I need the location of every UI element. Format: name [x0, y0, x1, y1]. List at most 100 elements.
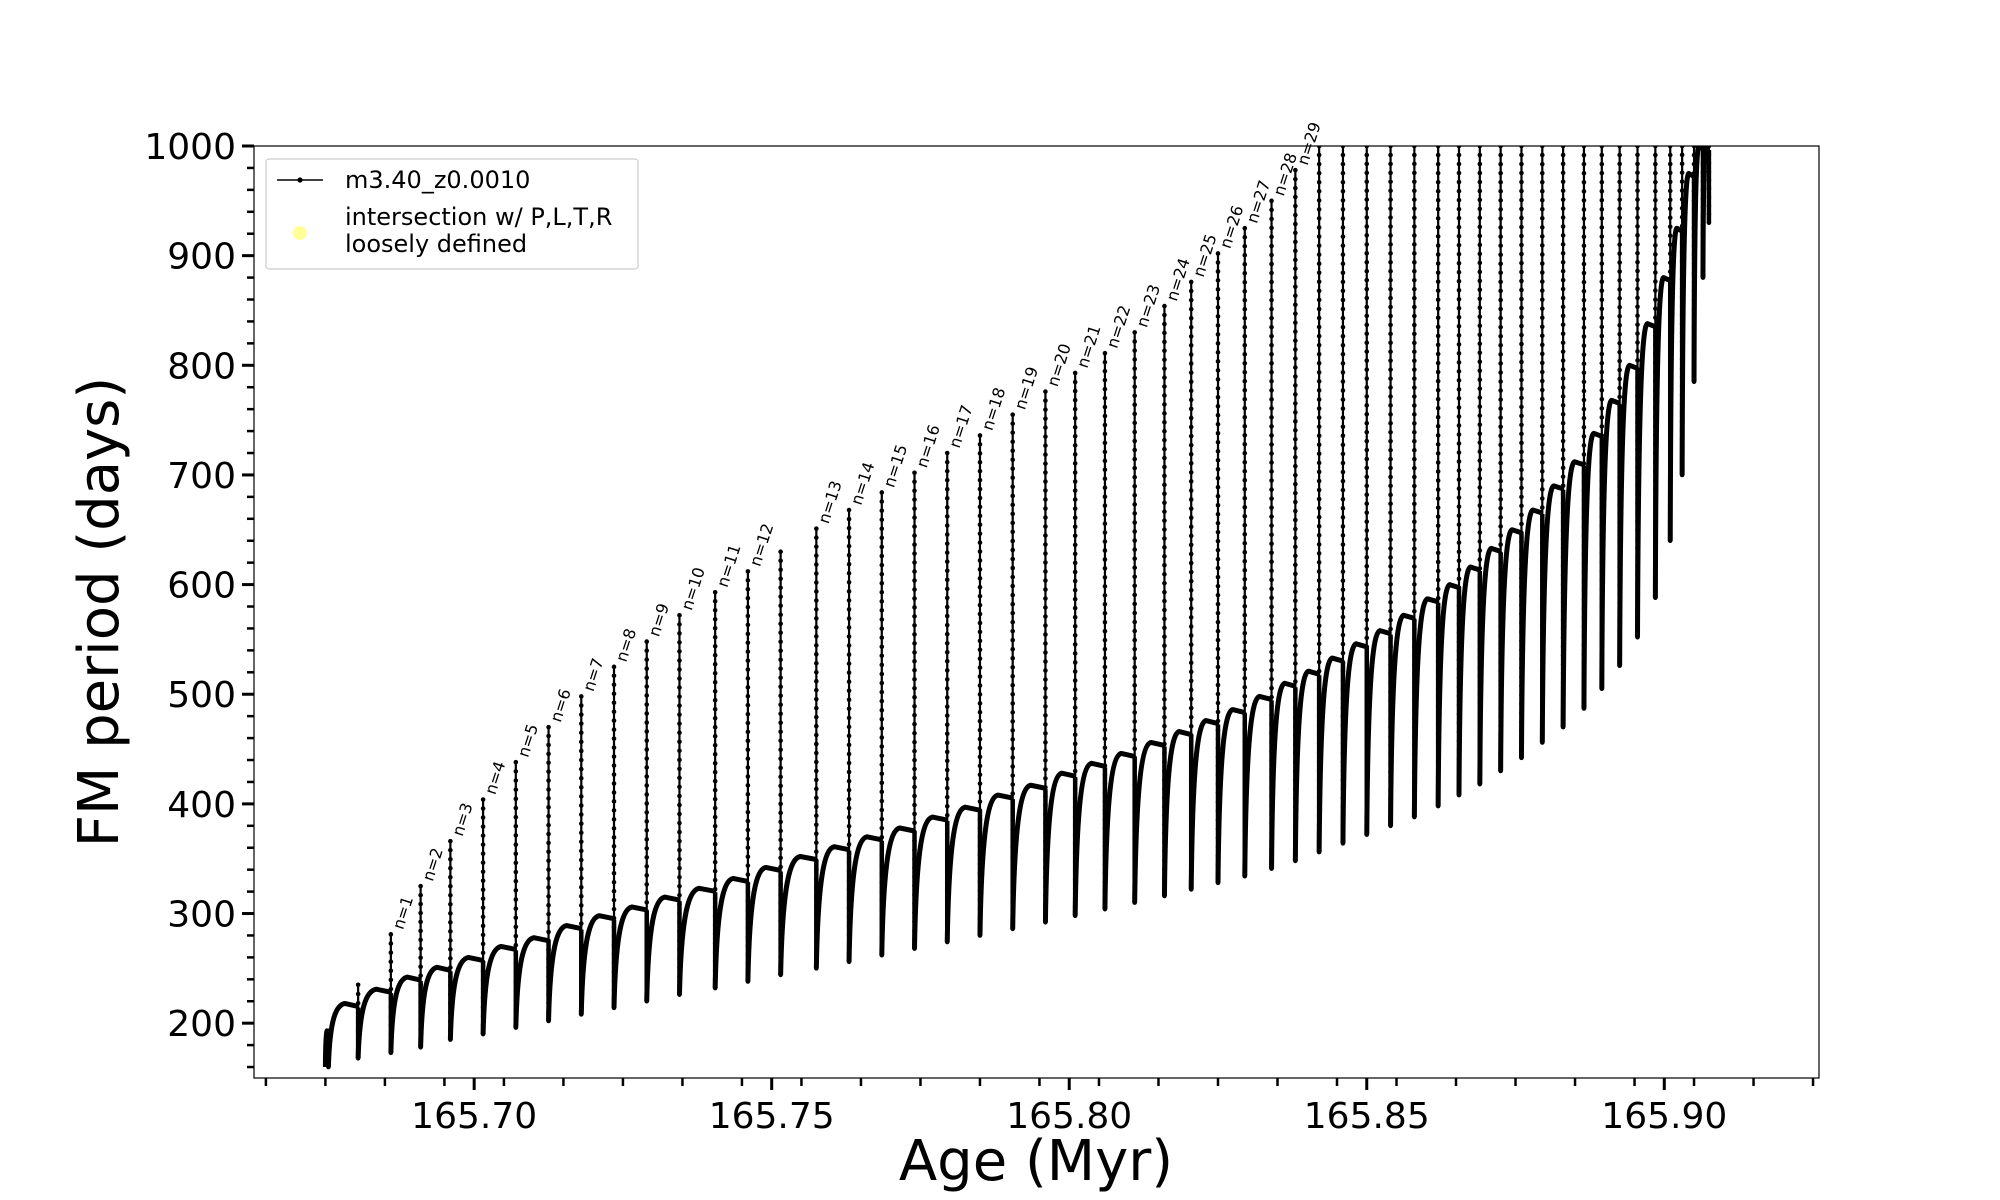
data-point [1388, 367, 1393, 372]
data-point [1364, 626, 1370, 632]
data-point [644, 855, 650, 860]
loop-curve [1292, 668, 1320, 861]
data-point [644, 729, 650, 734]
data-point [1188, 415, 1194, 421]
data-point [1498, 415, 1503, 421]
data-point [1581, 146, 1587, 149]
data-point [1519, 161, 1524, 167]
data-point [1617, 376, 1622, 382]
data-point [644, 846, 650, 851]
data-point [977, 736, 983, 742]
data-point [1340, 261, 1346, 267]
data-point [1043, 551, 1048, 556]
data-point [644, 639, 650, 644]
data-point [1215, 538, 1221, 544]
loop-curve [1691, 146, 1705, 382]
data-point [611, 691, 617, 697]
data-point [1242, 306, 1248, 312]
data-point [1215, 637, 1221, 643]
data-point [1519, 170, 1524, 176]
data-point [1599, 433, 1605, 438]
data-point [712, 778, 718, 784]
data-point [480, 887, 486, 893]
loop-curve [813, 844, 850, 969]
data-point [677, 829, 682, 835]
data-point [1340, 496, 1346, 502]
data-point [1340, 587, 1346, 593]
data-point [778, 864, 783, 870]
data-point [846, 778, 852, 784]
data-point [1242, 468, 1248, 474]
data-point [1188, 424, 1194, 430]
data-point [1340, 161, 1346, 167]
data-point [1242, 360, 1248, 366]
data-point [644, 810, 650, 815]
data-point [745, 827, 751, 833]
data-point [1653, 188, 1658, 194]
data-point [1010, 692, 1015, 697]
data-point [1667, 206, 1673, 212]
data-point [1010, 673, 1015, 679]
loop-curve [1435, 582, 1460, 807]
data-point [712, 850, 718, 856]
data-point [611, 682, 617, 688]
data-point [1242, 585, 1248, 591]
data-point [1539, 541, 1545, 546]
data-point [1412, 179, 1417, 185]
data-point [1043, 506, 1048, 511]
data-point [1188, 751, 1194, 756]
data-point [1581, 452, 1587, 457]
data-point [1132, 502, 1137, 507]
data-point [778, 702, 783, 708]
data-point [1635, 188, 1640, 193]
loop-curve [879, 825, 916, 956]
data-point [1043, 470, 1048, 475]
data-point [1456, 351, 1462, 356]
data-point [1435, 469, 1441, 474]
data-point [1456, 170, 1462, 176]
data-point [879, 816, 885, 822]
data-point [846, 570, 852, 576]
data-point [1010, 448, 1015, 454]
data-point [578, 930, 584, 935]
data-point [1388, 224, 1393, 229]
data-point [513, 942, 519, 948]
data-point [778, 594, 783, 600]
data-point [1653, 179, 1658, 185]
data-point [1599, 297, 1605, 303]
data-point [1364, 653, 1370, 659]
data-point [1653, 315, 1658, 320]
data-point [1599, 360, 1605, 366]
data-point [1340, 297, 1346, 303]
data-point [1653, 170, 1658, 176]
data-point [1162, 670, 1167, 675]
data-point [1456, 305, 1462, 311]
data-point [1132, 719, 1137, 724]
data-point [1188, 361, 1194, 366]
data-point [1102, 790, 1108, 795]
data-point [1581, 361, 1587, 367]
data-point [1269, 676, 1274, 682]
data-point [1162, 527, 1167, 532]
data-point [814, 813, 819, 819]
data-point [1010, 538, 1015, 544]
data-point [1581, 424, 1587, 430]
data-point [1242, 594, 1248, 600]
data-point [1293, 383, 1298, 388]
data-point [1215, 646, 1221, 652]
data-point [1412, 653, 1417, 659]
data-point [1435, 496, 1441, 501]
data-point [578, 730, 584, 736]
data-point [1599, 243, 1605, 248]
data-point [846, 860, 852, 865]
data-point [1653, 261, 1658, 266]
data-point [1293, 293, 1298, 299]
data-point [1043, 776, 1048, 781]
data-point [1340, 542, 1346, 547]
data-point [355, 1010, 361, 1015]
data-point [1560, 313, 1566, 319]
data-point [1539, 225, 1545, 230]
data-point [778, 747, 783, 753]
data-point [1519, 476, 1524, 482]
data-point [1043, 677, 1048, 682]
